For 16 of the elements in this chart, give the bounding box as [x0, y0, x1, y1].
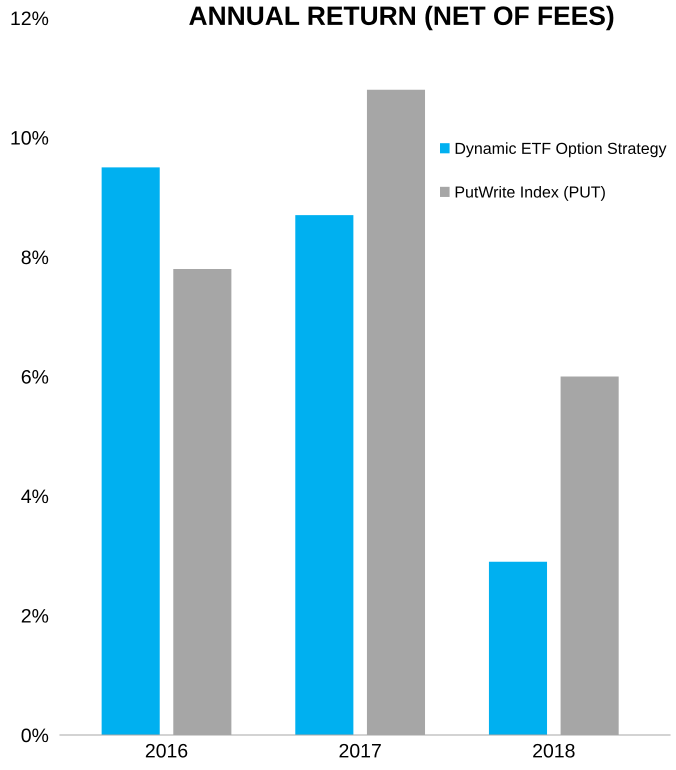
bar — [102, 167, 160, 735]
y-tick-label: 4% — [21, 490, 48, 504]
chart-title: ANNUAL RETURN (NET OF FEES) — [189, 6, 614, 30]
legend-label: Dynamic ETF Option Strategy — [456, 142, 666, 158]
y-tick-label: 10% — [11, 130, 48, 145]
x-tick-label: 2018 — [533, 744, 575, 758]
y-tick-label: 0% — [22, 728, 48, 742]
y-tick-label: 2% — [22, 608, 48, 623]
bar — [488, 562, 548, 735]
bar — [295, 215, 354, 735]
y-tick-label: 6% — [22, 370, 48, 384]
y-tick-label: 8% — [22, 250, 48, 264]
x-tick-label: 2017 — [340, 744, 381, 758]
legend-label: PutWrite Index (PUT) — [456, 186, 605, 201]
y-tick-label: 12% — [11, 11, 48, 26]
x-tick-label: 2016 — [146, 744, 188, 758]
